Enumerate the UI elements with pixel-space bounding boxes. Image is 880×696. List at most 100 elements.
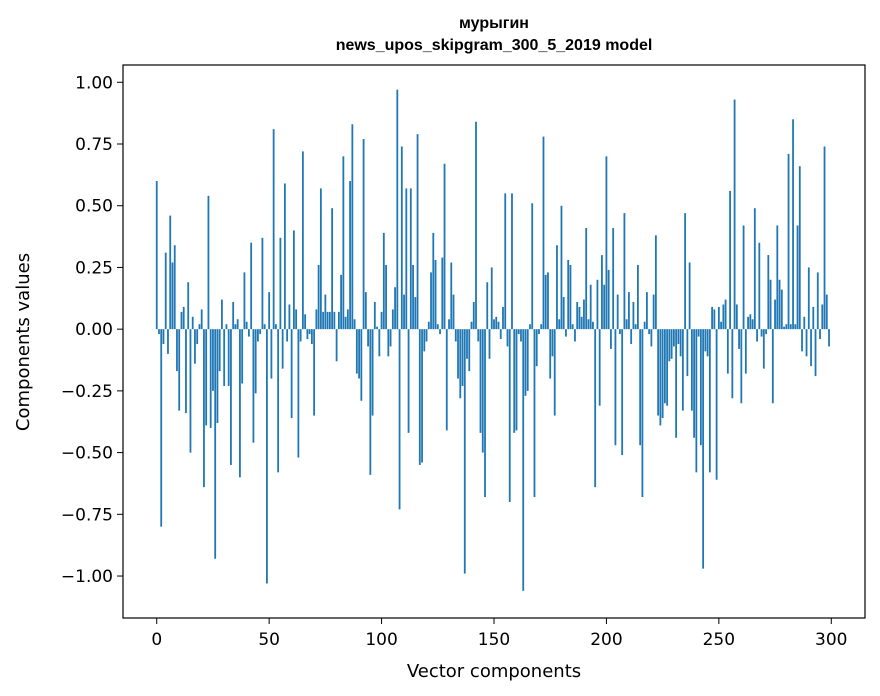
bar xyxy=(553,329,556,416)
bar xyxy=(162,329,165,344)
bar xyxy=(702,329,705,569)
bar xyxy=(571,324,574,330)
bar xyxy=(776,225,779,330)
bar xyxy=(688,262,691,330)
bar xyxy=(690,329,693,411)
bar xyxy=(499,329,502,340)
bar xyxy=(306,329,309,340)
bar xyxy=(277,329,280,473)
bar xyxy=(828,329,830,347)
bar xyxy=(592,321,594,330)
bar xyxy=(717,306,720,330)
bar xyxy=(663,329,666,404)
chart-title: мурыгин xyxy=(459,15,529,32)
bar xyxy=(670,329,673,359)
bar xyxy=(333,311,336,330)
bar xyxy=(227,329,230,386)
x-tick-label: 150 xyxy=(478,630,510,650)
bar xyxy=(481,329,484,453)
bar xyxy=(601,255,603,330)
bar xyxy=(421,329,423,463)
bar xyxy=(266,329,268,584)
bar xyxy=(223,329,226,386)
bar xyxy=(176,329,178,372)
bar xyxy=(209,329,212,428)
bar xyxy=(679,329,682,357)
bar xyxy=(470,321,473,330)
bar xyxy=(740,329,743,404)
bar xyxy=(448,319,450,330)
bar xyxy=(315,309,318,330)
bar xyxy=(493,319,495,330)
bar xyxy=(331,208,334,330)
bar xyxy=(418,329,421,465)
bar xyxy=(654,235,657,330)
bar xyxy=(212,329,214,391)
bar xyxy=(621,329,624,456)
bar xyxy=(373,302,376,330)
bar xyxy=(780,289,783,330)
bar xyxy=(317,264,320,330)
bar xyxy=(479,329,482,433)
bar xyxy=(299,329,302,342)
bar xyxy=(634,324,637,330)
bar xyxy=(594,329,597,488)
bar xyxy=(254,329,257,394)
bar xyxy=(542,136,545,330)
bar xyxy=(681,329,684,411)
y-tick-label: 0.25 xyxy=(75,258,113,278)
bar xyxy=(425,329,428,342)
bar xyxy=(203,329,205,488)
bar xyxy=(423,329,426,352)
bar xyxy=(639,329,642,446)
bar xyxy=(189,329,192,453)
y-tick-label: 1.00 xyxy=(75,73,113,93)
bar xyxy=(731,329,734,399)
bar xyxy=(544,274,547,330)
bar xyxy=(340,274,342,330)
bar xyxy=(304,314,307,330)
bar xyxy=(567,260,570,330)
bar xyxy=(715,329,718,480)
bar xyxy=(762,329,765,369)
bar xyxy=(767,255,770,330)
chart-subtitle: news_upos_skipgram_300_5_2019 model xyxy=(336,37,653,54)
bar xyxy=(650,329,653,347)
bar xyxy=(526,329,529,391)
bar xyxy=(724,299,727,330)
bar xyxy=(760,329,763,337)
bar xyxy=(486,282,489,330)
bar xyxy=(326,311,329,330)
bar xyxy=(787,153,790,330)
bar xyxy=(529,324,531,330)
bar xyxy=(259,329,262,335)
y-axis-ticks: 1.00 0.75 0.50 0.25 0.00 −0.25 −0.50 −0.75 −1.00 xyxy=(61,73,123,587)
bar xyxy=(367,329,369,347)
bar xyxy=(405,188,408,330)
bar xyxy=(488,329,491,359)
bar xyxy=(230,329,232,465)
bar xyxy=(319,188,322,330)
bar xyxy=(400,146,403,330)
bar xyxy=(281,329,284,369)
bar xyxy=(243,272,246,330)
bar xyxy=(769,279,772,330)
bar xyxy=(187,282,190,330)
bar xyxy=(585,227,588,330)
bar xyxy=(578,306,581,330)
bar xyxy=(695,329,698,473)
bar xyxy=(286,329,289,342)
bar xyxy=(414,297,417,330)
bar xyxy=(666,329,669,406)
bar xyxy=(434,260,437,330)
bar xyxy=(558,319,561,330)
bar xyxy=(531,203,534,330)
bar xyxy=(283,183,286,330)
bar xyxy=(196,329,199,344)
bar xyxy=(810,329,812,367)
bar xyxy=(169,215,172,330)
bar xyxy=(409,188,412,330)
bar xyxy=(551,329,554,357)
y-tick-label: −0.25 xyxy=(61,382,113,402)
bar xyxy=(216,329,219,423)
